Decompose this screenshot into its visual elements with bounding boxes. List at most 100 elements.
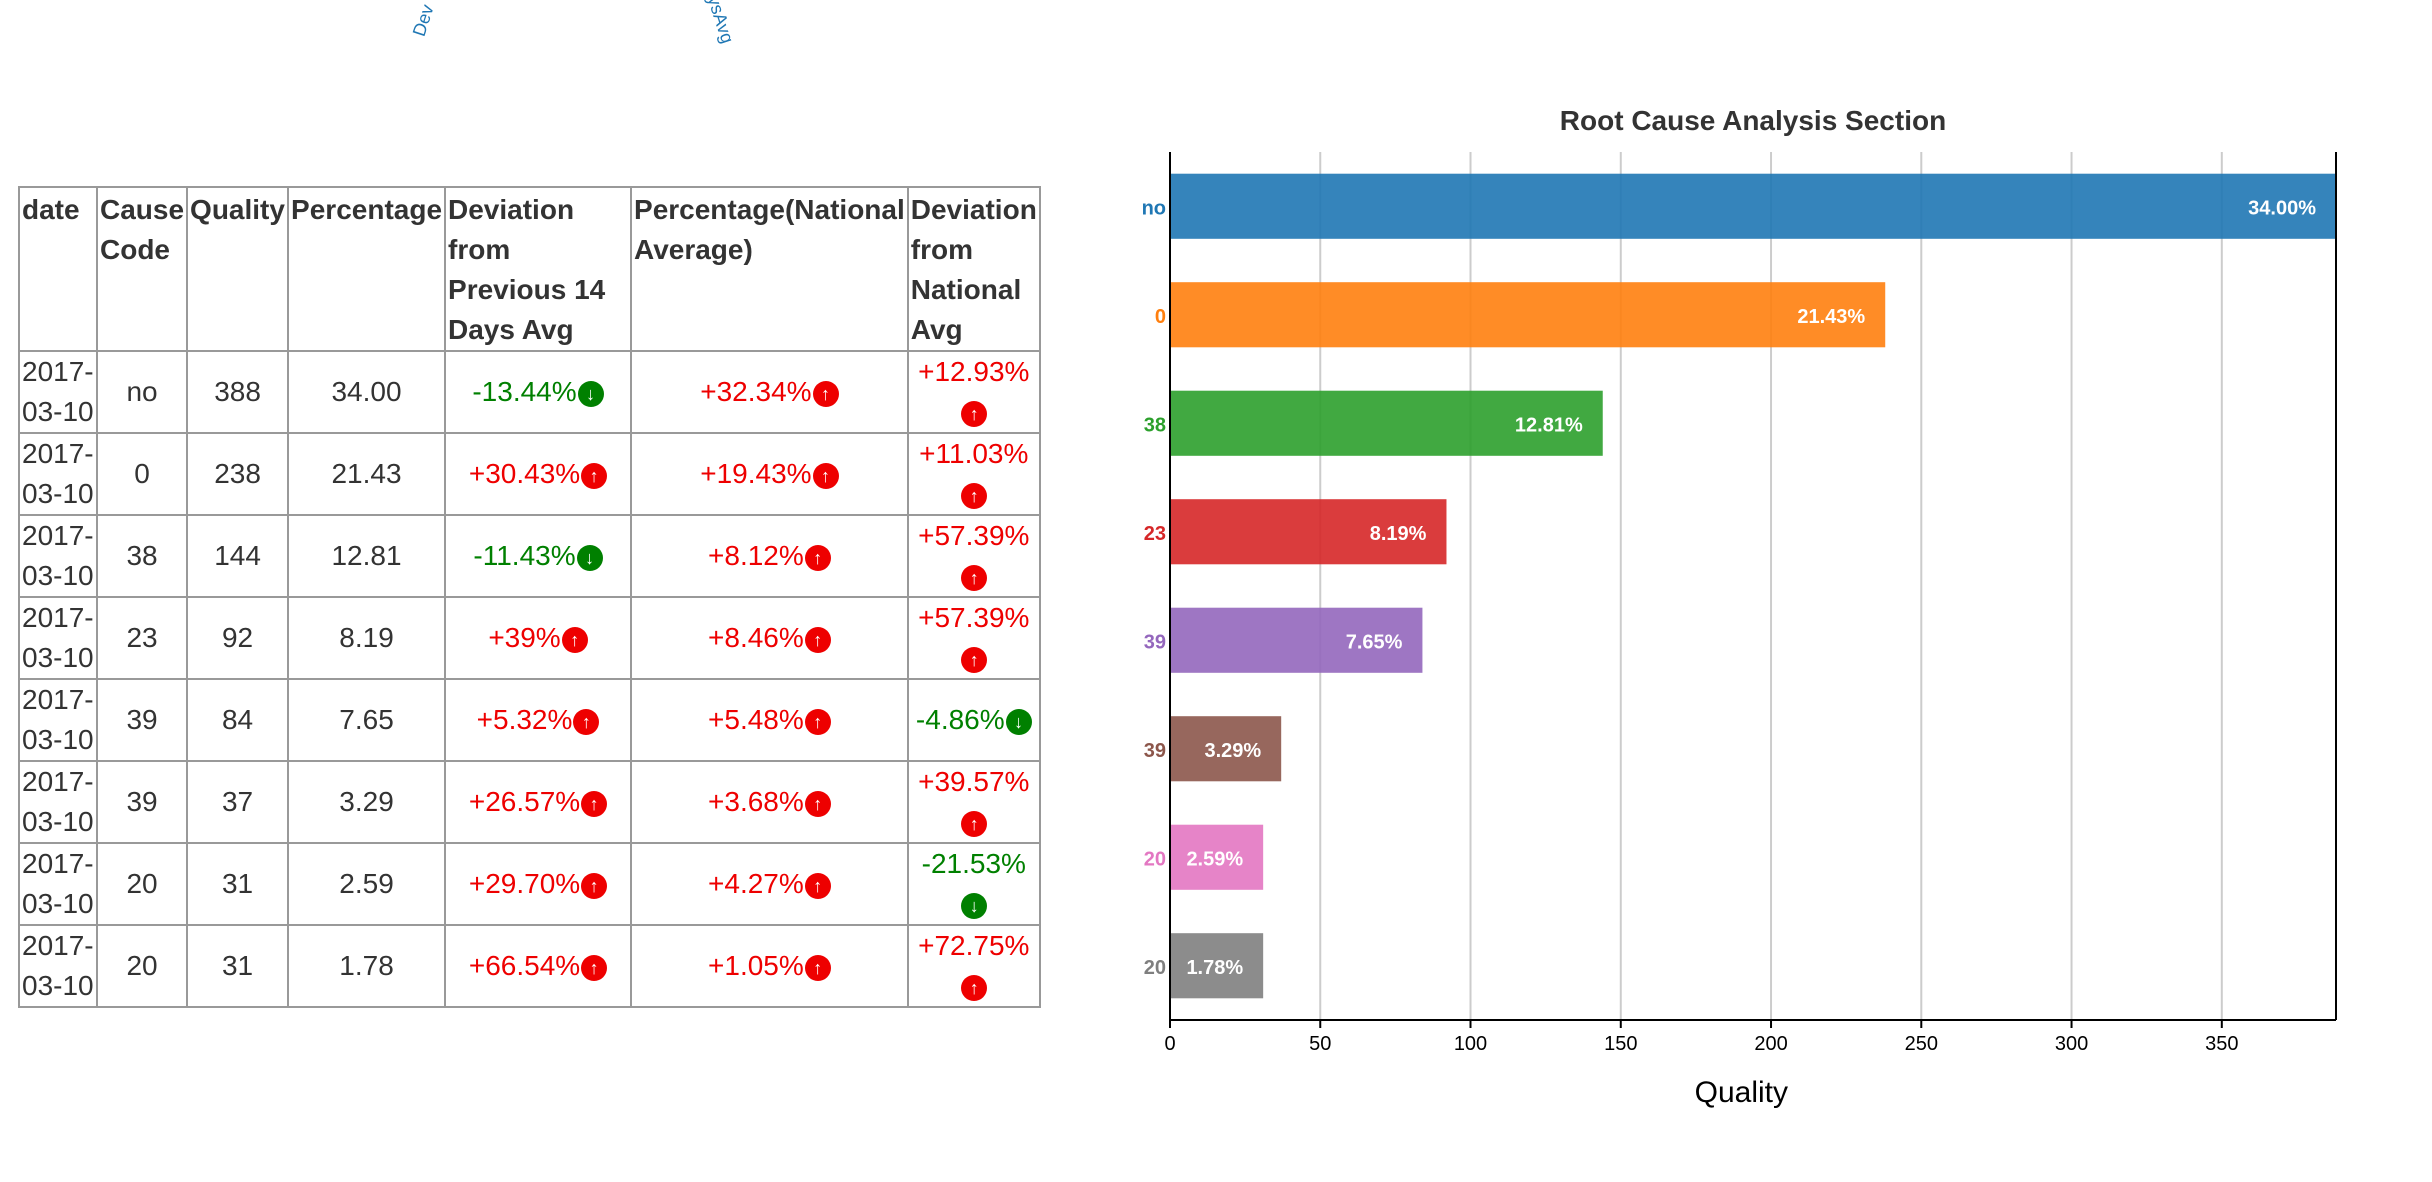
arrow-up-circle-icon: ↑	[573, 708, 600, 735]
table-row: 2017-03-10 39 84 7.65 +5.32% ↑ +5.48% ↑ -4.86% ↓	[18, 678, 1041, 762]
cell-date: 2017-03-10	[18, 760, 98, 844]
bar-data-label: 7.65%	[1346, 631, 1403, 653]
cell-deviation-prev14: +30.43% ↑	[444, 432, 633, 516]
cell-quality: 238	[186, 432, 290, 516]
root-cause-bar-chart: Root Cause Analysis Section 0 50 100 150 200 2…	[1142, 105, 2337, 1109]
cell-quality: 84	[186, 678, 290, 762]
arrow-up-circle-icon: ↑	[961, 646, 988, 673]
cell-percentage: 8.19	[287, 596, 447, 680]
deviation-value: +1.05%	[708, 950, 804, 981]
arrow-up-circle-icon: ↑	[581, 872, 608, 899]
bar-data-label: 34.00%	[2248, 197, 2316, 219]
cell-date: 2017-03-10	[18, 432, 98, 516]
cell-cause-code: 38	[95, 514, 189, 598]
table-header-row: date Cause Code Quality Percentage Devia…	[18, 186, 1041, 352]
cell-date: 2017-03-10	[18, 514, 98, 598]
cell-percentage: 34.00	[287, 350, 447, 434]
y-tick-label: 0	[1155, 306, 1166, 328]
cell-cause-code: 39	[95, 678, 189, 762]
cell-percentage: 1.78	[287, 924, 447, 1008]
bar	[1170, 390, 1603, 456]
bar-data-label: 8.19%	[1370, 523, 1427, 545]
header-quality: Quality	[186, 186, 290, 352]
deviation-value: +57.39%	[918, 602, 1030, 633]
arrow-up-circle-icon: ↑	[804, 708, 831, 735]
deviation-value: +19.43%	[700, 458, 812, 489]
x-tick-label: 350	[2205, 1033, 2238, 1055]
cell-deviation-national: +12.93% ↑	[906, 350, 1041, 434]
cell-deviation-national: +57.39% ↑	[906, 596, 1041, 680]
arrow-up-circle-icon: ↑	[561, 626, 588, 653]
bar	[1170, 716, 1282, 782]
bar	[1170, 607, 1423, 673]
arrow-up-circle-icon: ↑	[961, 400, 988, 427]
deviation-value: +12.93%	[918, 356, 1030, 387]
deviation-value: -11.43%	[473, 540, 576, 571]
cell-quality: 92	[186, 596, 290, 680]
deviation-value: +29.70%	[468, 868, 581, 899]
rotated-axis-label: ysAvg	[703, 0, 738, 46]
arrow-up-circle-icon: ↑	[961, 810, 988, 837]
arrow-up-circle-icon: ↑	[581, 790, 608, 817]
bar-data-label: 3.29%	[1204, 740, 1261, 762]
arrow-down-circle-icon: ↓	[961, 892, 988, 919]
cell-date: 2017-03-10	[18, 350, 98, 434]
table-row: 2017-03-10 20 31 2.59 +29.70% ↑ +4.27% ↑ -21.53%…	[18, 842, 1041, 926]
y-tick-label: 20	[1144, 848, 1166, 870]
cell-cause-code: 39	[95, 760, 189, 844]
deviation-value: +4.27%	[708, 868, 804, 899]
arrow-up-circle-icon: ↑	[812, 462, 839, 489]
cell-deviation-national: +57.39% ↑	[906, 514, 1041, 598]
header-date: date	[18, 186, 98, 352]
arrow-up-circle-icon: ↑	[804, 626, 831, 653]
deviation-value: +39%	[488, 622, 561, 653]
table-body: 2017-03-10 no 388 34.00 -13.44% ↓ +32.34% ↑ +12.…	[18, 350, 1041, 1008]
arrow-up-circle-icon: ↑	[581, 462, 608, 489]
deviation-value: +11.03%	[919, 438, 1029, 469]
cell-date: 2017-03-10	[18, 924, 98, 1008]
y-tick-label: 38	[1144, 414, 1166, 436]
arrow-up-circle-icon: ↑	[961, 482, 988, 509]
deviation-value: +8.46%	[708, 622, 804, 653]
cell-deviation-prev14: +5.32% ↑	[444, 678, 633, 762]
deviation-value: +72.75%	[918, 930, 1030, 961]
cell-cause-code: 0	[95, 432, 189, 516]
cell-quality: 31	[186, 924, 290, 1008]
cell-quality: 144	[186, 514, 290, 598]
x-tick-label: 150	[1604, 1033, 1637, 1055]
x-tick-label: 100	[1454, 1033, 1487, 1055]
cell-deviation-prev14: +66.54% ↑	[444, 924, 633, 1008]
cell-quality: 31	[186, 842, 290, 926]
cell-percentage: 3.29	[287, 760, 447, 844]
cell-percentage: 2.59	[287, 842, 447, 926]
x-tick-label: 50	[1309, 1033, 1331, 1055]
cell-national-percentage: +3.68% ↑	[630, 760, 909, 844]
x-tick-label: 200	[1754, 1033, 1787, 1055]
cell-deviation-prev14: +39% ↑	[444, 596, 633, 680]
arrow-up-circle-icon: ↑	[581, 954, 608, 981]
table-row: 2017-03-10 38 144 12.81 -11.43% ↓ +8.12% ↑ +57.3…	[18, 514, 1041, 598]
bar	[1170, 282, 1886, 348]
deviation-value: -4.86%	[915, 704, 1005, 735]
arrow-up-circle-icon: ↑	[804, 954, 831, 981]
cell-quality: 388	[186, 350, 290, 434]
header-national-percentage: Percentage(National Average)	[630, 186, 909, 352]
deviation-value: +30.43%	[468, 458, 581, 489]
root-cause-table: date Cause Code Quality Percentage Devia…	[18, 186, 1041, 1008]
cell-deviation-national: +72.75% ↑	[906, 924, 1041, 1008]
cell-percentage: 21.43	[287, 432, 447, 516]
cell-cause-code: 20	[95, 842, 189, 926]
cell-deviation-prev14: -11.43% ↓	[444, 514, 633, 598]
deviation-value: +3.68%	[708, 786, 804, 817]
deviation-value: -13.44%	[472, 376, 577, 407]
deviation-value: +26.57%	[468, 786, 581, 817]
bar	[1170, 933, 1264, 999]
cell-quality: 37	[186, 760, 290, 844]
y-tick-label: 23	[1144, 523, 1166, 545]
table-row: 2017-03-10 23 92 8.19 +39% ↑ +8.46% ↑ +57.39%↑	[18, 596, 1041, 680]
deviation-value: +66.54%	[468, 950, 581, 981]
chart-title: Root Cause Analysis Section	[1560, 105, 1946, 136]
bar-data-label: 1.78%	[1186, 957, 1243, 979]
cell-national-percentage: +19.43% ↑	[630, 432, 909, 516]
x-tick-label: 250	[1905, 1033, 1938, 1055]
